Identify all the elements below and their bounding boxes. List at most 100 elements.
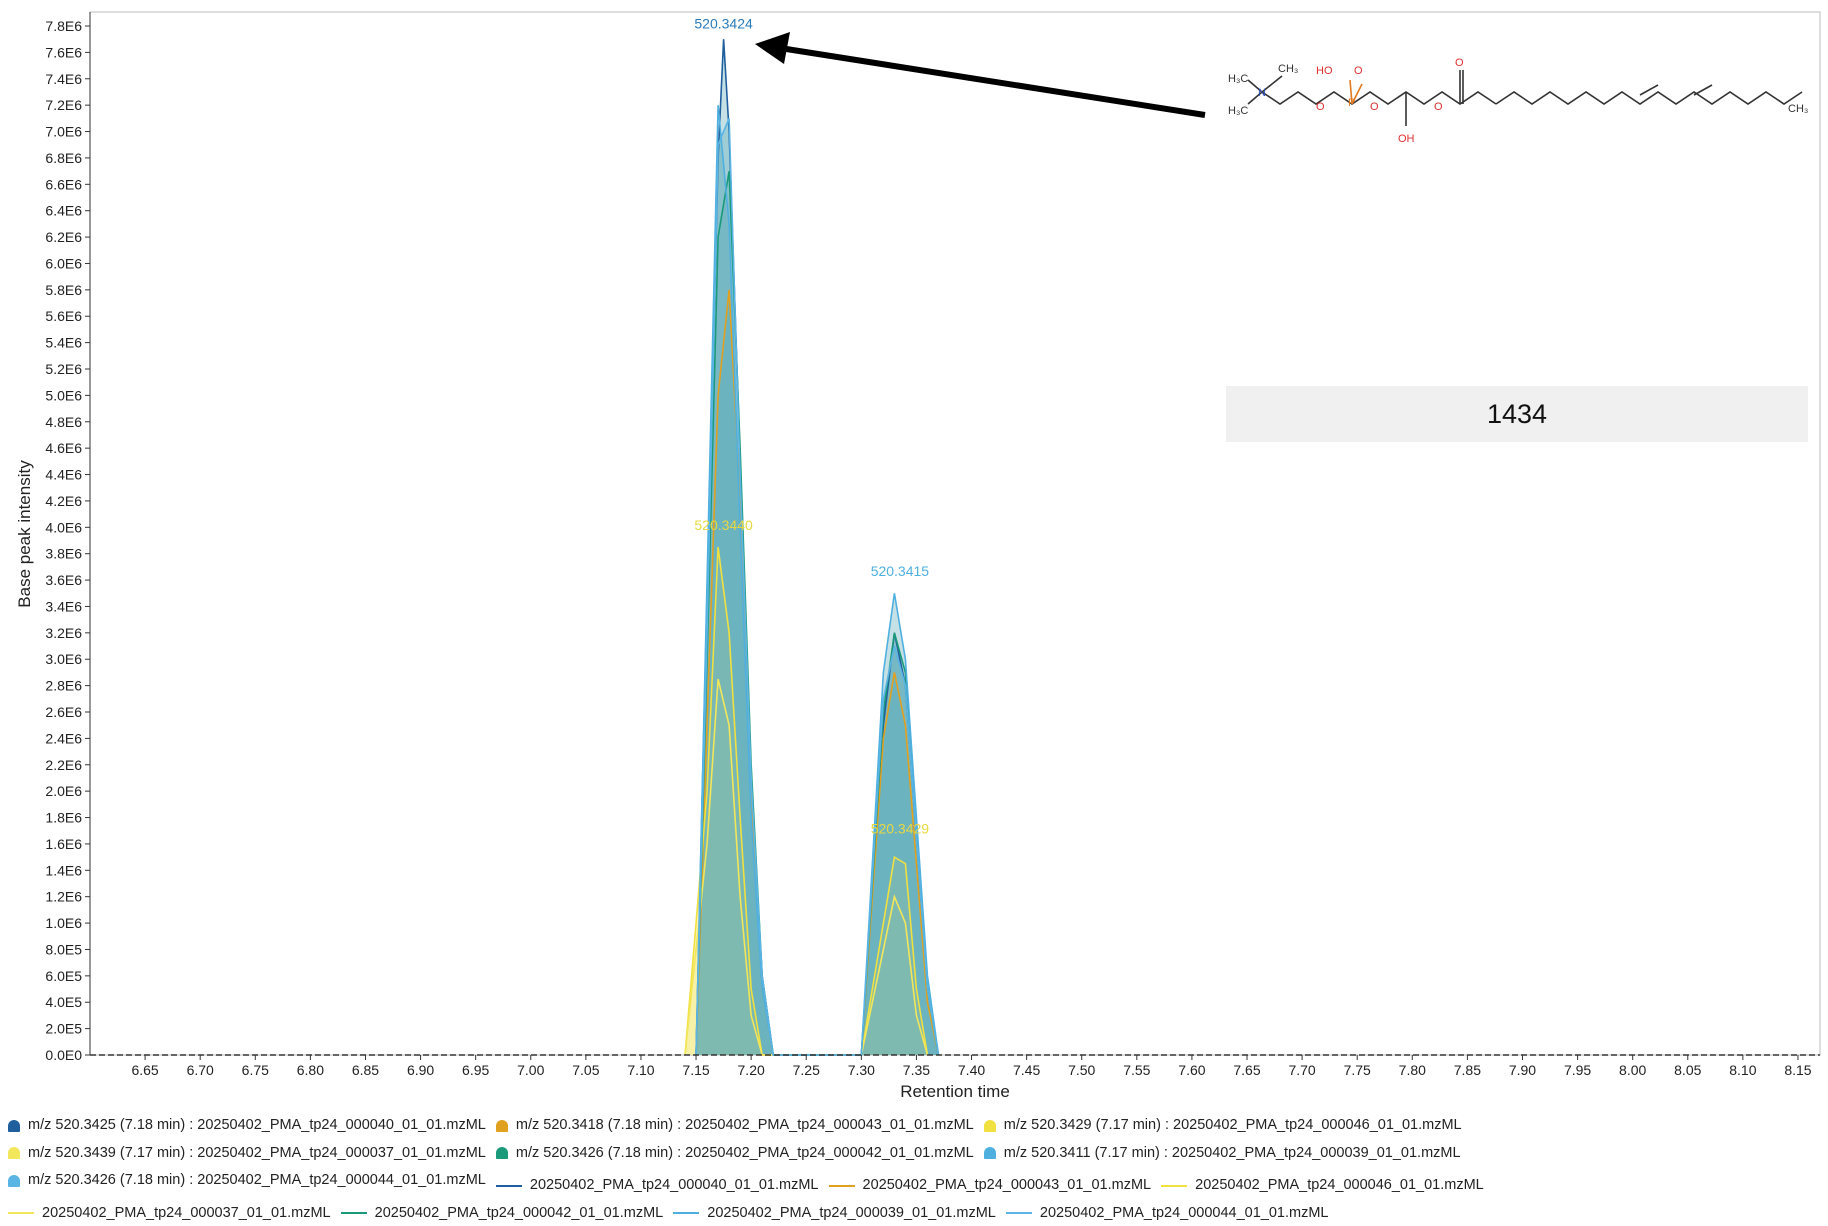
peak-fills [685, 39, 939, 1056]
x-tick-label: 7.30 [848, 1062, 875, 1078]
svg-text:O: O [1316, 101, 1325, 113]
x-tick-label: 7.85 [1454, 1062, 1481, 1078]
legend-item[interactable]: m/z 520.3426 (7.18 min) : 20250402_PMA_t… [495, 1141, 974, 1166]
y-tick-label: 2.0E6 [45, 783, 82, 799]
compound-id-text: 1434 [1486, 398, 1548, 429]
y-tick-label: 7.8E6 [45, 18, 82, 34]
legend-line-icon [828, 1184, 855, 1187]
y-tick-label: 3.2E6 [45, 625, 82, 641]
legend-line-icon [673, 1212, 700, 1214]
x-tick-label: 6.90 [407, 1062, 434, 1078]
peak-label: 520.3415 [871, 563, 930, 579]
x-tick-label: 8.05 [1674, 1062, 1701, 1078]
y-tick-label: 5.4E6 [45, 335, 82, 351]
legend-item[interactable]: m/z 520.3426 (7.18 min) : 20250402_PMA_t… [8, 1168, 486, 1193]
y-tick-label: 6.2E6 [45, 229, 82, 245]
x-tick-label: 7.65 [1233, 1062, 1260, 1078]
x-tick-label: 7.60 [1178, 1062, 1205, 1078]
legend-item[interactable]: 20250402_PMA_tp24_000044_01_01.mzML [1005, 1201, 1329, 1226]
x-tick-label: 7.50 [1068, 1062, 1095, 1078]
x-tick-label: 6.75 [242, 1062, 269, 1078]
chart-legend: m/z 520.3425 (7.18 min) : 20250402_PMA_t… [8, 1113, 1820, 1226]
x-tick-label: 6.65 [131, 1062, 158, 1078]
legend-label: 20250402_PMA_tp24_000040_01_01.mzML [529, 1177, 819, 1193]
legend-label: m/z 520.3426 (7.18 min) : 20250402_PMA_t… [28, 1172, 486, 1188]
y-tick-label: 4.6E6 [45, 440, 82, 456]
peak-label: 520.3429 [871, 820, 930, 836]
x-tick-label: 7.25 [793, 1062, 820, 1078]
y-tick-label: 6.4E6 [45, 203, 82, 219]
x-tick-label: 8.00 [1619, 1062, 1646, 1078]
x-axis-title: Retention time [900, 1082, 1010, 1101]
legend-line-icon [495, 1184, 522, 1187]
legend-item[interactable]: 20250402_PMA_tp24_000042_01_01.mzML [340, 1201, 664, 1226]
plot-frame [89, 11, 1821, 1056]
x-axis-ticks: 6.65 6.70 6.75 6.80 6.85 6.90 6.95 7.00 7.05 7.10… [131, 1055, 1812, 1078]
y-tick-label: 7.0E6 [45, 124, 82, 140]
x-tick-label: 7.45 [1013, 1062, 1040, 1078]
y-tick-label: 2.2E6 [45, 757, 82, 773]
legend-label: 20250402_PMA_tp24_000039_01_01.mzML [707, 1204, 996, 1221]
legend-line-icon [1005, 1212, 1032, 1214]
y-tick-label: 4.8E6 [45, 414, 82, 430]
legend-item[interactable]: 20250402_PMA_tp24_000037_01_01.mzML [8, 1201, 331, 1226]
legend-label: m/z 520.3411 (7.17 min) : 20250402_PMA_t… [1003, 1144, 1461, 1161]
legend-label: 20250402_PMA_tp24_000042_01_01.mzML [374, 1204, 664, 1221]
legend-item[interactable]: m/z 520.3411 (7.17 min) : 20250402_PMA_t… [983, 1141, 1461, 1166]
peak-area [861, 632, 939, 1055]
legend-label: 20250402_PMA_tp24_000037_01_01.mzML [42, 1204, 331, 1221]
y-tick-label: 1.4E6 [45, 862, 82, 878]
x-tick-label: 7.15 [682, 1062, 709, 1078]
legend-item[interactable]: m/z 520.3418 (7.18 min) : 20250402_PMA_t… [495, 1113, 974, 1138]
peak-label: 520.3440 [694, 517, 753, 533]
legend-label: m/z 520.3439 (7.17 min) : 20250402_PMA_t… [28, 1144, 486, 1161]
y-tick-label: 4.0E6 [45, 519, 82, 535]
x-tick-label: 6.95 [462, 1062, 489, 1078]
y-tick-label: 7.4E6 [45, 71, 82, 87]
x-tick-label: 7.95 [1564, 1062, 1591, 1078]
x-tick-label: 7.00 [517, 1062, 544, 1078]
y-axis-title: Base peak intensity [15, 460, 34, 608]
peak-area [861, 896, 928, 1055]
legend-item[interactable]: 20250402_PMA_tp24_000040_01_01.mzML [495, 1173, 819, 1198]
y-tick-label: 2.8E6 [45, 678, 82, 694]
y-tick-label: 2.0E5 [45, 1021, 82, 1037]
legend-item[interactable]: m/z 520.3439 (7.17 min) : 20250402_PMA_t… [8, 1141, 486, 1166]
chromatogram-chart: 0.0E0 2.0E5 4.0E5 6.0E5 8.0E5 1.0E6 1.2E6 1.4E6… [15, 11, 1821, 1101]
legend-label: m/z 520.3426 (7.18 min) : 20250402_PMA_t… [515, 1144, 974, 1161]
y-tick-label: 0.0E0 [45, 1047, 82, 1063]
legend-line-icon [340, 1212, 367, 1214]
x-tick-label: 6.80 [297, 1062, 324, 1078]
svg-text:H₃C: H₃C [1228, 73, 1248, 85]
x-tick-label: 7.80 [1399, 1062, 1426, 1078]
svg-text:O: O [1354, 65, 1363, 77]
x-tick-label: 6.70 [187, 1062, 214, 1078]
y-tick-label: 5.0E6 [45, 387, 82, 403]
compound-id-box: 1434 [1226, 386, 1808, 442]
peak-labels: 520.3424 520.3440 520.3415 520.3429 [694, 16, 929, 837]
legend-line-icon [8, 1212, 34, 1214]
legend-item[interactable]: 20250402_PMA_tp24_000043_01_01.mzML [828, 1173, 1151, 1198]
x-tick-label: 7.40 [958, 1062, 985, 1078]
x-tick-label: 7.90 [1509, 1062, 1536, 1078]
legend-label: m/z 520.3418 (7.18 min) : 20250402_PMA_t… [515, 1117, 974, 1133]
legend-marker-icon [8, 1119, 20, 1132]
svg-text:CH₃: CH₃ [1788, 103, 1808, 115]
y-tick-label: 6.0E5 [45, 968, 82, 984]
y-tick-label: 6.0E6 [45, 255, 82, 271]
x-tick-label: 7.20 [738, 1062, 765, 1078]
peak-area [685, 679, 763, 1055]
legend-item[interactable]: m/z 520.3425 (7.18 min) : 20250402_PMA_t… [8, 1113, 486, 1138]
x-tick-label: 7.05 [572, 1062, 599, 1078]
y-tick-label: 5.6E6 [45, 308, 82, 324]
y-tick-label: 5.8E6 [45, 282, 82, 298]
y-tick-label: 7.6E6 [45, 44, 82, 60]
y-tick-label: 3.8E6 [45, 546, 82, 562]
legend-marker-icon [495, 1147, 508, 1159]
peak-label: 520.3424 [694, 16, 753, 32]
legend-marker-icon [983, 1119, 996, 1132]
y-tick-label: 3.4E6 [45, 598, 82, 614]
legend-item[interactable]: 20250402_PMA_tp24_000046_01_01.mzML [1161, 1173, 1484, 1198]
legend-item[interactable]: m/z 520.3429 (7.17 min) : 20250402_PMA_t… [983, 1113, 1462, 1138]
legend-item[interactable]: 20250402_PMA_tp24_000039_01_01.mzML [673, 1201, 996, 1226]
